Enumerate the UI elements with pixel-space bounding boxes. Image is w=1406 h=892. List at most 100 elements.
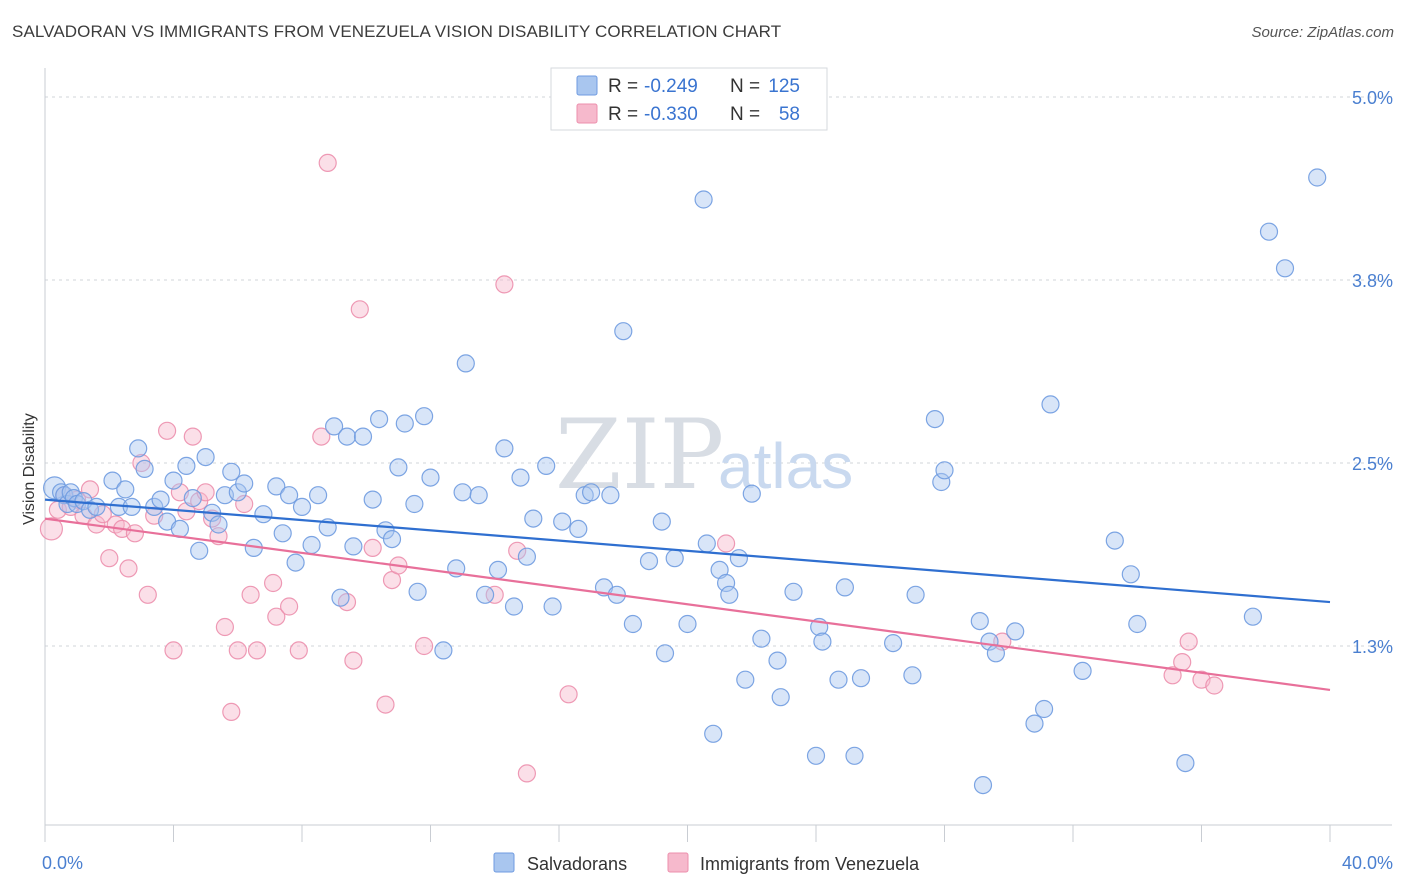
salvadoran-point <box>524 509 543 528</box>
venezuela-point <box>415 636 434 656</box>
salvadoran-point <box>353 427 373 446</box>
venezuela-point <box>318 153 337 172</box>
salvadoran-point <box>415 407 434 426</box>
salvadoran-point <box>135 459 154 478</box>
salvadoran-point <box>337 427 357 446</box>
stats-legend: R = -0.249 N = 125 R = -0.330 N = 58 <box>550 67 828 131</box>
salvadoran-point <box>292 497 312 516</box>
salvadoran-point <box>151 490 170 509</box>
salvadoran-point <box>434 641 453 660</box>
salvadoran-point <box>183 489 202 508</box>
salvadoran-point <box>116 480 135 499</box>
watermark-zip: ZIP <box>555 399 724 511</box>
venezuela-point <box>247 641 267 660</box>
y-tick-label: 1.3% <box>1352 637 1393 657</box>
salvadoran-point <box>569 519 588 539</box>
legend-swatch-blue <box>576 75 598 96</box>
venezuela-point <box>376 695 395 714</box>
salvadoran-point <box>697 534 716 553</box>
y-tick-label: 3.8% <box>1352 271 1393 291</box>
legend-n-label-blue: N = <box>730 76 760 97</box>
chart-title: SALVADORAN VS IMMIGRANTS FROM VENEZUELA … <box>12 22 782 41</box>
salvadoran-point <box>655 644 675 663</box>
salvadoran-point <box>537 456 556 475</box>
salvadoran-point <box>363 490 382 509</box>
salvadoran-point <box>488 560 508 580</box>
venezuela-point <box>80 480 100 499</box>
venezuela-point <box>158 421 177 440</box>
salvadoran-point <box>784 582 803 601</box>
venezuela-point <box>517 764 537 783</box>
salvadoran-point <box>742 484 761 503</box>
venezuela-point <box>495 275 514 294</box>
tick-labels: 1.3% 2.5% 3.8% 5.0% 0.0% 40.0% <box>42 88 1393 873</box>
venezuela-point <box>280 597 299 616</box>
salvadoran-point <box>768 651 787 670</box>
salvadoran-point <box>495 439 514 458</box>
salvadoran-point <box>665 549 684 568</box>
salvadoran-point <box>973 775 993 795</box>
salvadoran-point <box>851 669 871 688</box>
salvadoran-point <box>129 439 148 458</box>
salvadoran-point <box>389 458 408 477</box>
salvadoran-trend-line <box>44 498 1331 604</box>
salvadoran-point <box>553 512 572 531</box>
salvadoran-point <box>286 553 305 572</box>
legend-n-label-pink: N = <box>730 104 760 125</box>
salvadoran-point <box>581 483 601 502</box>
salvadoran-point <box>614 322 633 341</box>
salvadoran-point <box>652 512 671 531</box>
salvadoran-point <box>716 573 736 593</box>
venezuela-point <box>228 641 247 660</box>
salvadoran-point <box>1034 699 1054 719</box>
venezuela-point <box>39 517 64 541</box>
salvadoran-point <box>408 582 427 601</box>
salvadoran-point <box>925 410 945 429</box>
x-tick-label-max: 40.0% <box>1342 853 1393 873</box>
venezuela-point <box>183 427 202 446</box>
venezuela-point <box>1179 632 1198 651</box>
salvadoran-point <box>504 597 524 616</box>
salvadoran-point <box>736 670 755 689</box>
x-tick-label-min: 0.0% <box>42 853 83 873</box>
salvadoran-point <box>986 644 1006 663</box>
venezuela-point <box>1163 666 1182 685</box>
salvadoran-point <box>752 629 771 648</box>
venezuela-point <box>363 538 382 558</box>
y-tick-label: 2.5% <box>1352 454 1393 474</box>
venezuela-point <box>119 559 138 578</box>
salvadoran-point <box>273 524 292 543</box>
salvadoran-point <box>302 535 321 555</box>
salvadoran-point <box>1105 531 1124 550</box>
salvadoran-point <box>601 486 620 505</box>
salvadoran-point <box>1128 614 1147 634</box>
salvadoran-point <box>1041 395 1060 414</box>
venezuela-trend-line <box>44 517 1331 692</box>
salvadoran-point <box>694 190 713 209</box>
salvadoran-point <box>1121 565 1140 584</box>
salvadoran-point <box>190 541 209 560</box>
salvadoran-point <box>970 611 989 631</box>
bottom-legend-label-blue: Salvadorans <box>527 854 627 874</box>
salvadoran-point <box>42 476 67 500</box>
axes <box>44 68 1392 842</box>
salvadoran-point <box>704 724 723 743</box>
salvadoran-point <box>331 588 350 607</box>
trend-lines <box>44 498 1331 692</box>
salvadoran-point <box>720 585 739 604</box>
legend-r-label-blue: R = <box>608 76 638 97</box>
bottom-legend-label-pink: Immigrants from Venezuela <box>700 854 920 874</box>
legend-n-value-pink: 58 <box>779 104 800 125</box>
salvadoran-point <box>1025 714 1044 733</box>
salvadoran-point <box>309 486 328 505</box>
salvadoran-point <box>456 354 475 373</box>
salvadoran-point <box>235 474 254 493</box>
salvadoran-point <box>543 597 562 616</box>
venezuela-point <box>1173 652 1192 672</box>
venezuela-point <box>235 494 254 514</box>
venezuela-point <box>241 585 260 604</box>
salvadoran-point <box>1259 222 1279 241</box>
watermark-atlas: atlas <box>718 430 853 502</box>
legend-r-label-pink: R = <box>608 104 638 125</box>
